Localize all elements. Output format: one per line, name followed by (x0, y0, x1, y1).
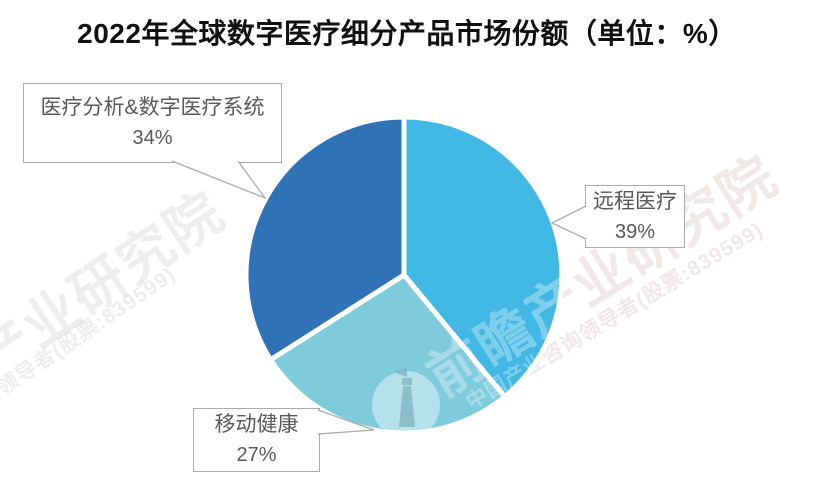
segment-label: 移动健康 (214, 413, 299, 436)
callout-label-telemedicine: 远程医疗 39% (585, 185, 685, 248)
segment-value: 34% (132, 127, 173, 149)
chart-title: 2022年全球数字医疗细分产品市场份额（单位：%） (77, 18, 737, 49)
segment-label: 医疗分析&数字医疗系统 (40, 96, 265, 119)
segment-value: 27% (236, 444, 277, 466)
segment-label: 远程医疗 (593, 189, 677, 213)
callout-label-analytics: 医疗分析&数字医疗系统 34% (23, 83, 282, 163)
pie-slice-移动健康 (268, 272, 508, 436)
callout-label-mobile-health: 移动健康 27% (193, 408, 320, 472)
segment-value: 39% (614, 220, 656, 243)
